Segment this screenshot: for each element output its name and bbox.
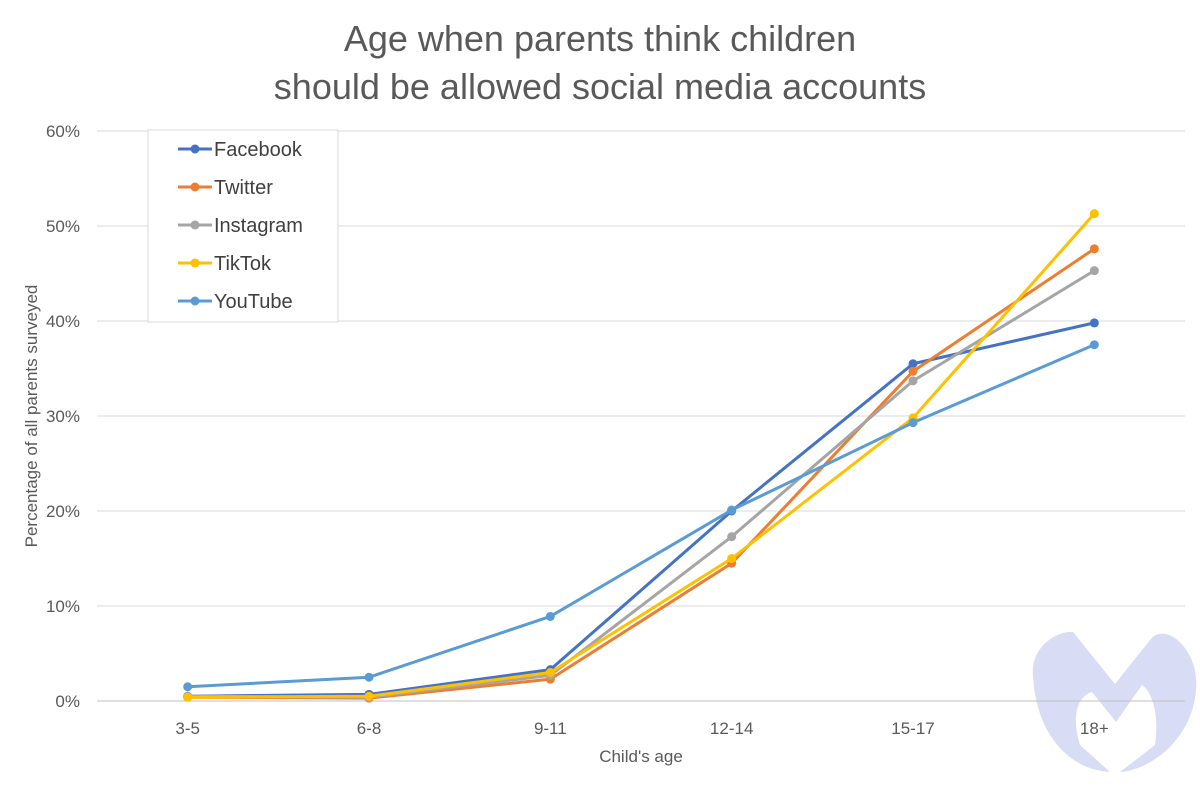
series-tiktok <box>183 209 1099 702</box>
legend-label: Twitter <box>214 177 273 199</box>
legend-label: Instagram <box>214 215 303 237</box>
x-tick-label: 15-17 <box>891 719 934 738</box>
data-point-facebook <box>1089 318 1099 328</box>
data-point-instagram <box>908 376 918 386</box>
y-axis-title: Percentage of all parents surveyed <box>22 285 41 548</box>
data-point-youtube <box>908 418 918 428</box>
series-line-tiktok <box>186 212 1096 699</box>
legend-swatch-marker <box>190 296 200 306</box>
y-tick-labels: 0% 10% 20% 30% 40% 50% 60% <box>46 122 80 711</box>
legend-item-instagram: Instagram <box>178 215 303 237</box>
y-tick-label: 20% <box>46 502 80 521</box>
data-point-youtube <box>364 672 374 682</box>
series-line-facebook <box>186 321 1096 698</box>
x-tick-label: 18+ <box>1080 719 1109 738</box>
data-point-youtube <box>1089 340 1099 350</box>
data-point-tiktok <box>1089 209 1099 219</box>
y-tick-label: 60% <box>46 122 80 141</box>
data-point-facebook <box>908 359 918 369</box>
data-point-youtube <box>727 505 737 515</box>
y-tick-label: 0% <box>55 692 80 711</box>
legend-label: Facebook <box>214 139 303 161</box>
series-lines <box>183 209 1099 703</box>
x-tick-label: 12-14 <box>710 719 753 738</box>
data-point-tiktok <box>545 668 555 677</box>
legend-swatch-marker <box>190 144 200 154</box>
x-tick-label: 9-11 <box>534 719 567 738</box>
legend-item-youtube: YouTube <box>178 291 293 313</box>
series-facebook <box>183 318 1099 701</box>
series-youtube <box>183 340 1099 692</box>
legend-swatch-marker <box>190 220 200 230</box>
x-tick-label: 6-8 <box>357 719 382 738</box>
y-tick-label: 50% <box>46 217 80 236</box>
y-tick-label: 40% <box>46 312 80 331</box>
x-tick-labels: 3-5 6-8 9-11 12-14 15-17 18+ <box>175 719 1108 738</box>
data-point-instagram <box>1089 266 1099 276</box>
legend-swatch-marker <box>190 258 200 268</box>
chart-title-line-1: Age when parents think children <box>344 18 856 59</box>
data-point-youtube <box>545 611 555 621</box>
x-tick-label: 3-5 <box>175 719 200 738</box>
legend-item-twitter: Twitter <box>178 177 273 199</box>
data-point-instagram <box>727 532 737 542</box>
legend-label: YouTube <box>214 291 293 313</box>
data-point-tiktok <box>364 691 374 701</box>
y-tick-label: 10% <box>46 597 80 616</box>
legend-item-tiktok: TikTok <box>178 253 272 275</box>
series-instagram <box>183 266 1099 702</box>
malwarebytes-logo-icon <box>1032 631 1197 772</box>
data-point-tiktok <box>727 554 737 563</box>
x-axis-title: Child's age <box>599 747 683 766</box>
legend-item-facebook: Facebook <box>178 139 303 161</box>
legend-label: TikTok <box>214 253 272 275</box>
chart-title-line-2: should be allowed social media accounts <box>274 66 926 107</box>
legend-swatch-marker <box>190 182 200 192</box>
data-point-twitter <box>1089 244 1099 254</box>
legend: Facebook Twitter Instagram TikTok YouTube <box>147 129 339 323</box>
data-point-youtube <box>183 682 193 692</box>
series-line-instagram <box>186 269 1096 699</box>
data-point-twitter <box>908 366 918 376</box>
y-tick-label: 30% <box>46 407 80 426</box>
data-point-tiktok <box>183 692 193 702</box>
series-line-youtube <box>186 343 1096 689</box>
